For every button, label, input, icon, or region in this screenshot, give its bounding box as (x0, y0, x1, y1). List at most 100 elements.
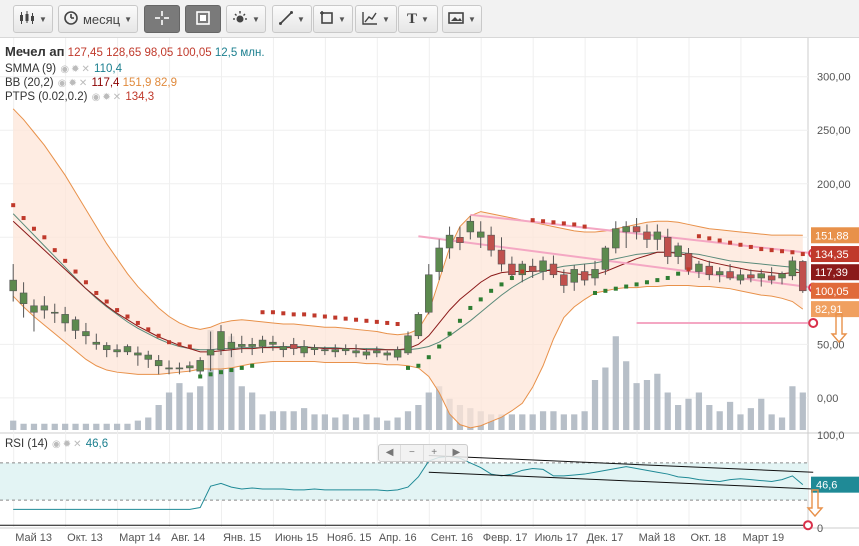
volume-bar (737, 414, 744, 430)
scroll-left-icon[interactable]: ◀ (379, 445, 402, 461)
candle-body (799, 261, 807, 292)
volume-bar (799, 392, 806, 430)
candle-body (778, 273, 786, 279)
candle-body (279, 346, 288, 351)
chevron-down-icon: ▼ (297, 14, 305, 24)
eye-icon[interactable]: ◉ (52, 439, 61, 450)
sar-dot (790, 250, 795, 255)
eye-icon[interactable]: ◉ (57, 78, 67, 89)
sar-dot (374, 319, 379, 324)
instrument-title: Мечел ап (5, 44, 65, 59)
sar-dot (780, 249, 785, 254)
candle-body (102, 345, 111, 351)
candle-body (653, 231, 662, 240)
trend-analysis-icon (362, 11, 378, 28)
eye-icon[interactable]: ◉ (91, 92, 101, 103)
sar-dot (94, 290, 99, 295)
x-tick-label: Дек. 17 (587, 532, 624, 544)
candle-body (684, 253, 693, 270)
x-tick-label: Авг. 14 (171, 532, 205, 544)
chart-type-button[interactable]: ▼ (13, 5, 53, 33)
sar-dot (603, 288, 608, 293)
candle-body (19, 292, 28, 304)
x-tick-label: Нояб. 15 (327, 532, 372, 544)
candle-body (352, 350, 360, 354)
ohlc-high: 128,65 (106, 47, 142, 59)
candle-body (487, 234, 495, 251)
volume-bar (643, 380, 651, 430)
gear-icon[interactable]: ✹ (68, 78, 77, 89)
analysis-button[interactable]: ▼ (355, 5, 397, 33)
volume-bar (145, 417, 152, 430)
close-icon[interactable]: ✕ (112, 92, 122, 103)
smma-label: SMMA (9) (5, 63, 57, 75)
sar-dot (416, 363, 421, 368)
sar-dot (530, 218, 535, 223)
volume-bar (280, 411, 287, 430)
volume-bar (508, 414, 516, 430)
candle-body (726, 271, 734, 279)
candle-body (300, 346, 308, 354)
candle-body (175, 367, 184, 370)
close-icon[interactable]: ✕ (81, 64, 90, 75)
sar-dot (395, 322, 400, 327)
candle-body (227, 341, 236, 349)
indicators-button[interactable]: ▼ (226, 5, 266, 33)
volume-bar (342, 414, 349, 430)
candle-body (757, 273, 765, 279)
volume-bar (778, 417, 786, 430)
volume-bar (124, 423, 131, 430)
volume-bar (612, 336, 619, 430)
period-button[interactable]: месяц ▼ (58, 5, 138, 33)
zoom-out-icon[interactable]: − (401, 445, 424, 461)
x-tick-label: Май 18 (639, 532, 676, 544)
ptps-value: 134,3 (125, 91, 155, 103)
volume-bar (571, 414, 578, 430)
gear-icon[interactable]: ✹ (71, 64, 80, 75)
image-button[interactable]: ▼ (442, 5, 482, 33)
sar-dot (738, 242, 743, 247)
sar-dot (696, 234, 701, 239)
sar-dot (676, 271, 681, 276)
candle-body (601, 247, 610, 270)
crosshair-button[interactable] (144, 5, 180, 33)
smma-value: 110,4 (94, 63, 122, 75)
volume-bar (726, 401, 734, 430)
volume-bar (581, 411, 588, 430)
volume-bar (664, 392, 671, 430)
close-icon[interactable]: ✕ (73, 439, 82, 450)
sar-dot (312, 313, 317, 318)
sar-dot (187, 344, 192, 349)
volume-bar (259, 414, 266, 430)
zoom-in-icon[interactable]: + (424, 445, 446, 461)
sar-dot (468, 305, 473, 310)
shapes-button[interactable]: ▼ (313, 5, 353, 33)
sar-dot (115, 308, 120, 313)
volume-bar (62, 423, 69, 430)
candle-body (580, 271, 589, 281)
price-tag (811, 246, 859, 263)
scroll-right-icon[interactable]: ▶ (452, 447, 461, 458)
sun-icon (232, 10, 248, 28)
draw-line-button[interactable]: ▼ (272, 5, 312, 33)
gear-icon[interactable]: ✹ (62, 439, 72, 450)
chevron-down-icon: ▼ (252, 14, 260, 24)
price-tag-label: 134,35 (815, 249, 849, 261)
candle-body (383, 352, 391, 356)
rsi-y-tick-label: 100,0 (817, 430, 845, 442)
line-tool-icon (279, 10, 294, 28)
candle-body (258, 339, 267, 347)
rsi-trend-line (428, 454, 814, 473)
eye-icon[interactable]: ◉ (60, 64, 70, 75)
volume-bar (394, 417, 401, 430)
text-button[interactable]: T ▼ (398, 5, 438, 33)
volume-bar (695, 392, 703, 430)
fit-button[interactable] (185, 5, 221, 33)
chevron-down-icon: ▼ (338, 14, 346, 24)
gear-icon[interactable]: ✹ (102, 92, 111, 103)
volume-bar (352, 417, 360, 430)
ptps-label: PTPS (0.02,0.2) (5, 91, 88, 103)
close-icon[interactable]: ✕ (78, 78, 88, 89)
